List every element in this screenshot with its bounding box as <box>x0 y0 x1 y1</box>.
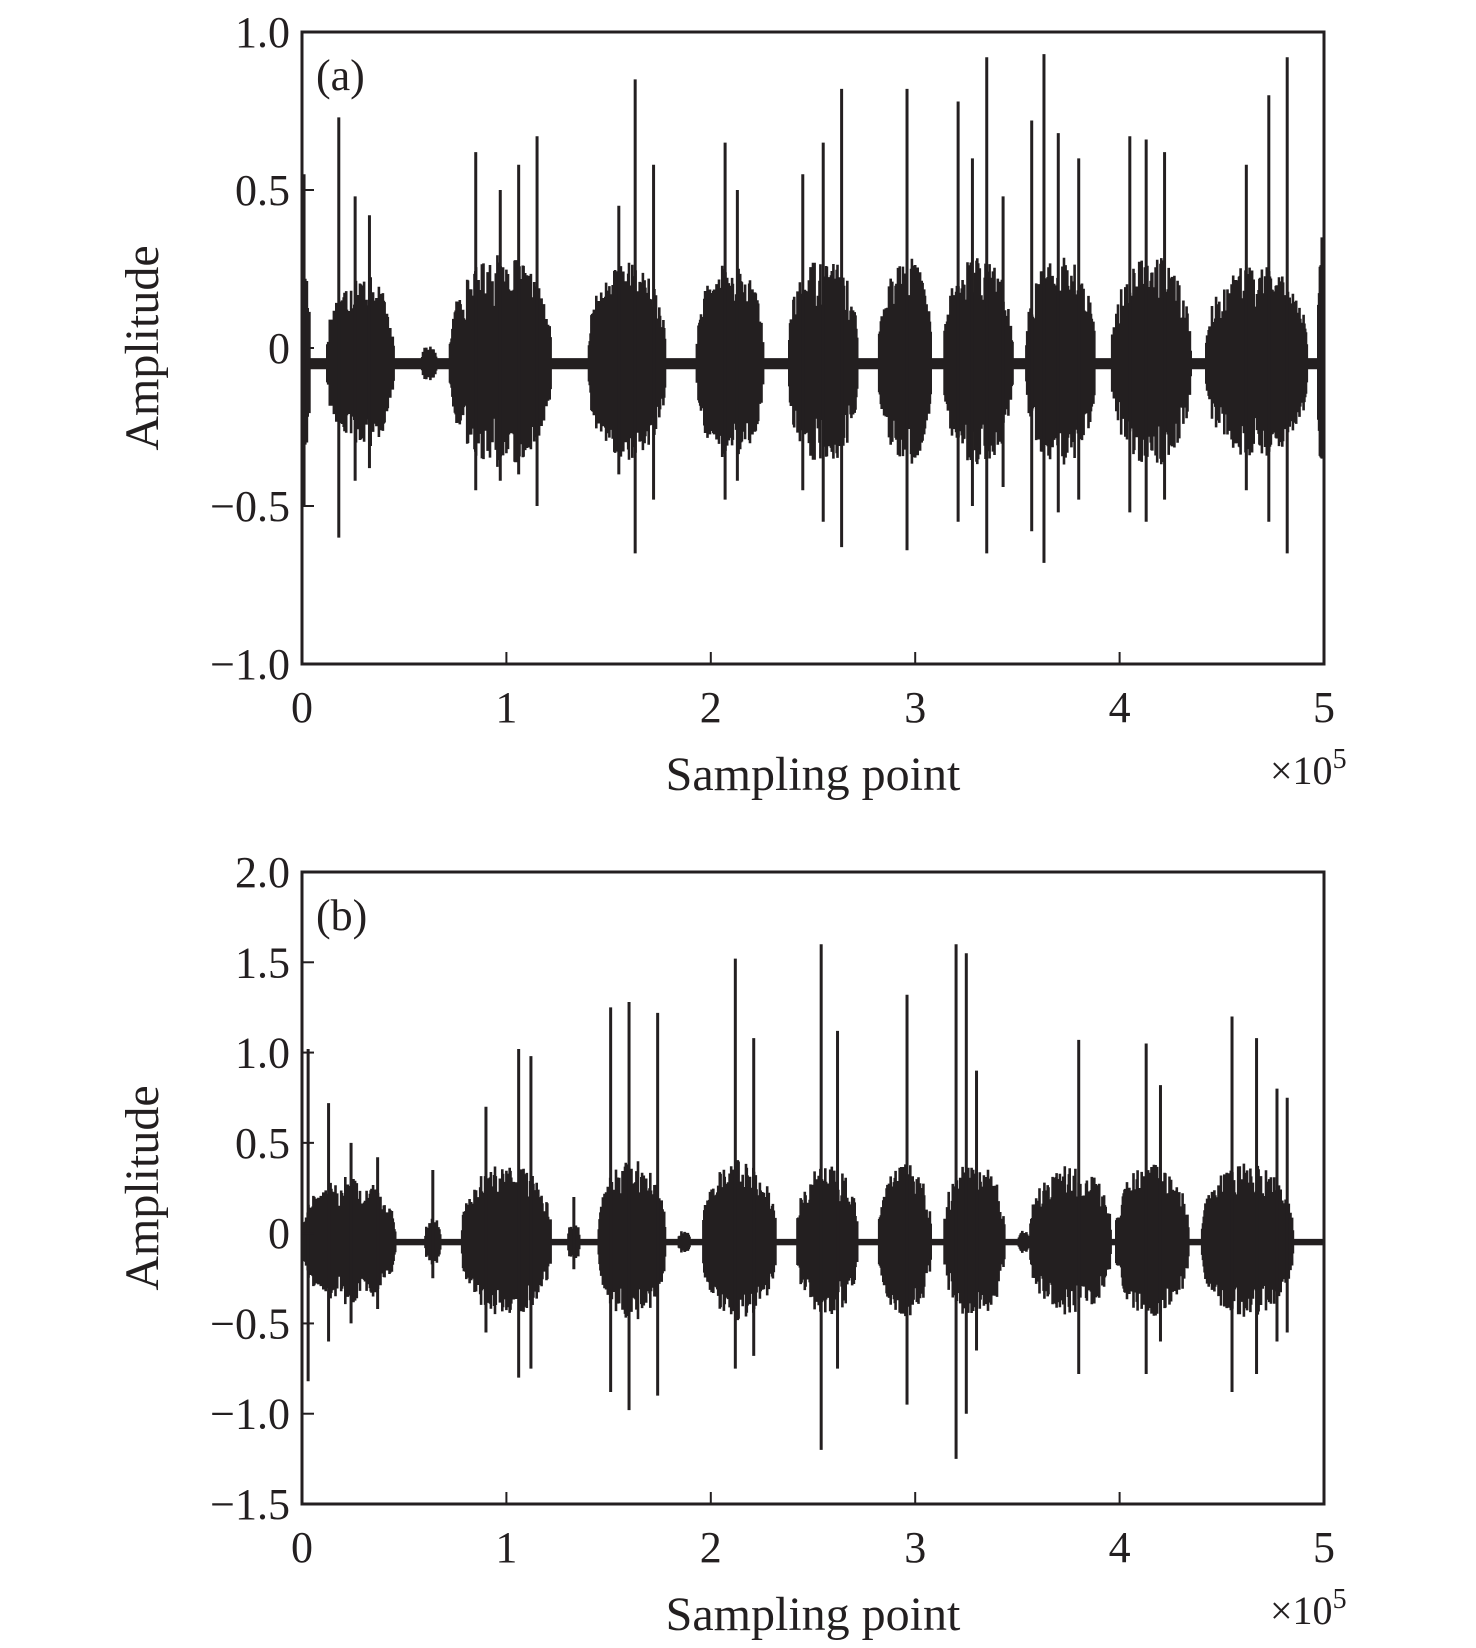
panel-a-x-ticks: 0 1 2 3 4 5 <box>291 652 1335 732</box>
panel-b-x-tick-label: 0 <box>291 1523 313 1572</box>
panel-a: 1.0 0.5 0 −0.5 −1.0 0 1 2 3 4 5 (a) Sampling poin… <box>116 8 1347 801</box>
panel-a-x-axis-label: Sampling point <box>666 748 961 801</box>
panel-a-y-tick-label: 1.0 <box>235 8 290 57</box>
panel-a-x-tick-label: 4 <box>1109 683 1131 732</box>
panel-b-y-tick-label: 0.5 <box>235 1119 290 1168</box>
panel-b-x-tick-label: 5 <box>1313 1523 1335 1572</box>
panel-b-x-multiplier-exp: 5 <box>1333 1584 1347 1615</box>
panel-b-y-tick-label: −1.5 <box>210 1480 290 1529</box>
panel-a-x-tick-label: 5 <box>1313 683 1335 732</box>
panel-a-y-tick-label: 0 <box>268 324 290 373</box>
panel-b-x-tick-label: 4 <box>1109 1523 1131 1572</box>
panel-a-x-multiplier-base: ×10 <box>1270 748 1333 793</box>
panel-b-plot-frame <box>300 870 1326 1506</box>
panel-a-y-tick-label: −1.0 <box>210 640 290 689</box>
panel-a-y-tick-label: 0.5 <box>235 166 290 215</box>
panel-b-y-tick-label: 1.5 <box>235 938 290 987</box>
panel-a-y-ticks: 1.0 0.5 0 −0.5 −1.0 <box>210 8 314 689</box>
panel-b-x-ticks: 0 1 2 3 4 5 <box>291 1492 1335 1572</box>
panel-b-waveform <box>300 1160 1326 1321</box>
panel-a-signal <box>300 54 1326 563</box>
panel-a-tag: (a) <box>316 51 365 100</box>
panel-a-x-tick-label: 0 <box>291 683 313 732</box>
panel-b-signal <box>300 944 1326 1459</box>
panel-b-x-tick-label: 2 <box>700 1523 722 1572</box>
panel-b-x-axis-label: Sampling point <box>666 1588 961 1641</box>
panel-b-x-tick-label: 1 <box>495 1523 517 1572</box>
panel-a-x-tick-label: 2 <box>700 683 722 732</box>
panel-a-y-tick-label: −0.5 <box>210 482 290 531</box>
panel-b-tag: (b) <box>316 891 367 940</box>
panel-b-x-tick-label: 3 <box>904 1523 926 1572</box>
panel-a-x-tick-label: 3 <box>904 683 926 732</box>
panel-b-y-tick-label: 1.0 <box>235 1029 290 1078</box>
panel-b-y-tick-label: 0 <box>268 1209 290 1258</box>
panel-b-x-multiplier: ×105 <box>1270 1584 1347 1633</box>
panel-a-y-axis-label: Amplitude <box>116 245 169 450</box>
panel-a-x-multiplier: ×105 <box>1270 744 1347 793</box>
panel-b: 2.0 1.5 1.0 0.5 0 −0.5 −1.0 −1.5 0 1 2 3 4 5 (b) Sam… <box>116 848 1347 1641</box>
panel-b-y-tick-label: −1.0 <box>210 1390 290 1439</box>
panel-b-y-ticks: 2.0 1.5 1.0 0.5 0 −0.5 −1.0 −1.5 <box>210 848 314 1529</box>
panel-b-y-tick-label: −0.5 <box>210 1299 290 1348</box>
panel-a-x-tick-label: 1 <box>495 683 517 732</box>
panel-b-x-multiplier-base: ×10 <box>1270 1588 1333 1633</box>
panel-a-x-multiplier-exp: 5 <box>1333 744 1347 775</box>
panel-a-waveform <box>300 255 1326 467</box>
panel-b-y-tick-label: 2.0 <box>235 848 290 897</box>
panel-b-y-axis-label: Amplitude <box>116 1085 169 1290</box>
